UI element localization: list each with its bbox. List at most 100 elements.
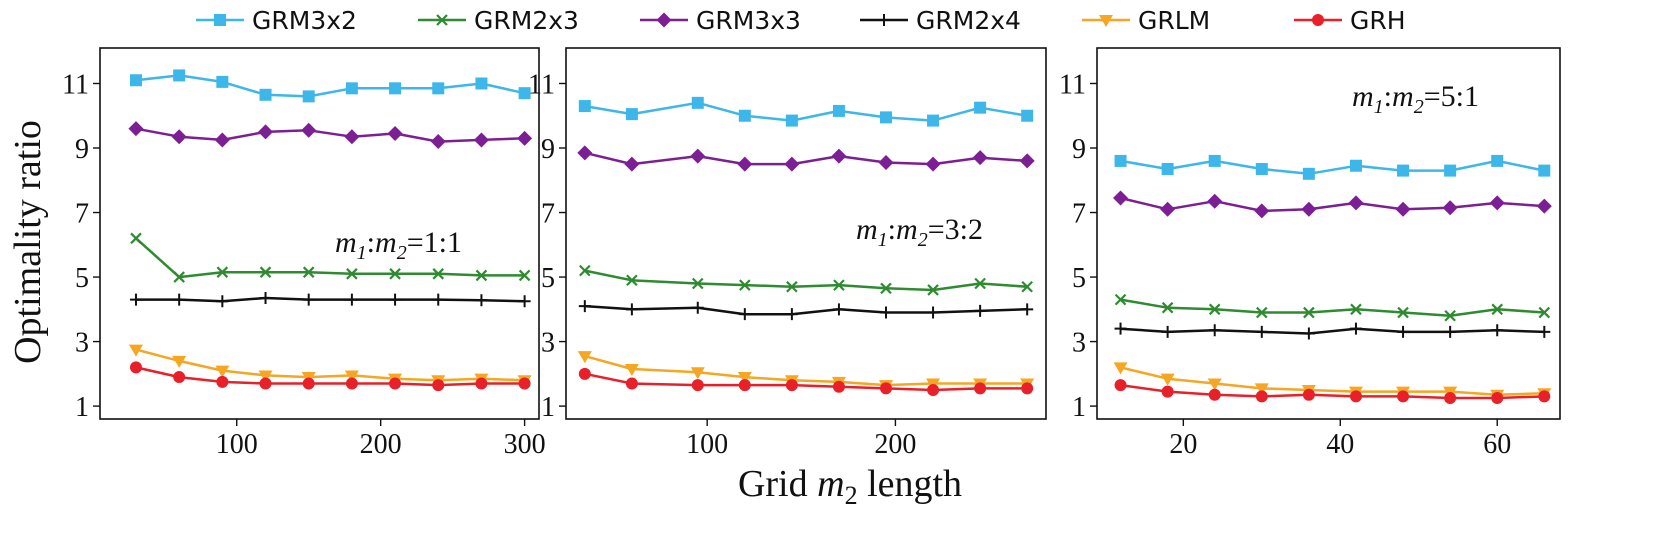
data-point	[1254, 203, 1270, 219]
plot-frame	[1096, 47, 1561, 420]
data-point	[1538, 164, 1551, 177]
data-point	[1536, 198, 1552, 214]
legend-item-grm3x3: GRM3x3	[640, 6, 801, 35]
annotation-part: 2	[397, 242, 407, 264]
data-point	[1021, 280, 1033, 293]
data-point	[215, 365, 230, 378]
data-point	[1256, 306, 1268, 319]
data-point	[430, 134, 446, 150]
series-line	[1120, 298, 1545, 318]
data-point	[302, 90, 315, 103]
data-point	[345, 82, 358, 95]
ratio-annotation: m1:m2=5:1	[1352, 80, 1479, 118]
x-tick-label: 200	[874, 429, 916, 460]
annotation-part: :	[367, 226, 375, 259]
legend-label: GRM3x2	[252, 6, 357, 35]
data-point	[737, 372, 752, 385]
data-point	[1255, 162, 1268, 175]
data-point	[1442, 200, 1458, 216]
legend-item-grlm: GRLM	[1082, 6, 1210, 35]
data-point	[1160, 201, 1176, 217]
data-point	[129, 74, 142, 87]
data-point	[345, 293, 358, 306]
data-point	[1114, 154, 1127, 167]
data-point	[432, 268, 445, 280]
data-point	[738, 379, 751, 392]
data-point	[1397, 390, 1410, 403]
x-tick-label: 100	[216, 429, 258, 460]
series-line	[135, 127, 525, 143]
data-point	[1538, 325, 1551, 338]
series-grm2x3	[579, 264, 1033, 296]
data-point	[832, 380, 845, 393]
x-tick-label: 20	[1169, 429, 1197, 460]
data-point	[1348, 195, 1364, 211]
data-point	[345, 377, 358, 390]
legend-item-grm2x4: GRM2x4	[860, 6, 1021, 35]
annotation-part: =1:1	[407, 226, 462, 259]
data-point	[259, 377, 272, 390]
series-line	[1120, 159, 1545, 176]
data-point	[691, 379, 704, 392]
legend-marker-triangle-down	[1099, 15, 1113, 27]
data-point	[925, 156, 941, 172]
y-tick-label: 3	[1072, 328, 1086, 359]
series-grh	[129, 361, 531, 392]
y-tick-label: 7	[541, 199, 555, 230]
data-point	[1397, 325, 1410, 338]
x-tick-label: 100	[686, 429, 728, 460]
data-point	[1255, 325, 1268, 338]
annotation-part: m	[1392, 80, 1414, 113]
series-line	[584, 151, 1028, 166]
data-point	[216, 375, 229, 388]
data-point	[626, 274, 638, 287]
data-point	[691, 277, 704, 290]
data-point	[432, 82, 445, 95]
series-line	[135, 74, 525, 98]
data-point	[259, 88, 272, 101]
data-point	[1301, 201, 1317, 217]
data-point	[578, 367, 591, 380]
data-point	[927, 284, 939, 296]
y-tick-label: 9	[541, 134, 555, 165]
y-tick-label: 11	[528, 69, 555, 100]
annotation-part: 2	[1414, 96, 1424, 118]
series-line	[135, 237, 525, 279]
x-axis-title-prefix: Grid	[738, 463, 817, 505]
data-point	[577, 145, 593, 161]
series-grm2x4	[129, 292, 531, 308]
x-axis-title-var: m	[817, 463, 844, 505]
data-point	[785, 379, 798, 392]
data-point	[785, 308, 798, 321]
annotation-part: 1	[878, 229, 888, 251]
data-point	[387, 125, 403, 141]
data-point	[691, 96, 704, 109]
data-point	[1114, 322, 1127, 335]
legend-marker-diamond	[656, 12, 672, 28]
series-line	[1120, 327, 1545, 335]
data-point	[1021, 303, 1034, 316]
data-point	[880, 111, 892, 124]
data-point	[1161, 301, 1174, 314]
data-point	[974, 277, 986, 290]
y-tick-label: 5	[541, 263, 555, 294]
series-line	[1120, 366, 1545, 397]
data-point	[173, 371, 186, 384]
series-grm2x3	[1114, 293, 1551, 322]
data-point	[1397, 306, 1409, 319]
data-point	[302, 377, 315, 390]
data-point	[1491, 154, 1504, 167]
data-point	[389, 377, 402, 390]
data-point	[625, 377, 638, 390]
data-point	[1207, 193, 1223, 209]
data-point	[927, 383, 940, 396]
data-point	[432, 293, 445, 306]
data-point	[579, 264, 591, 277]
data-point	[974, 382, 987, 395]
x-axis-title: Grid m2 length	[738, 463, 962, 510]
annotation-part: :	[888, 213, 896, 246]
data-point	[130, 232, 142, 245]
data-point	[1444, 164, 1457, 177]
data-point	[129, 293, 142, 306]
